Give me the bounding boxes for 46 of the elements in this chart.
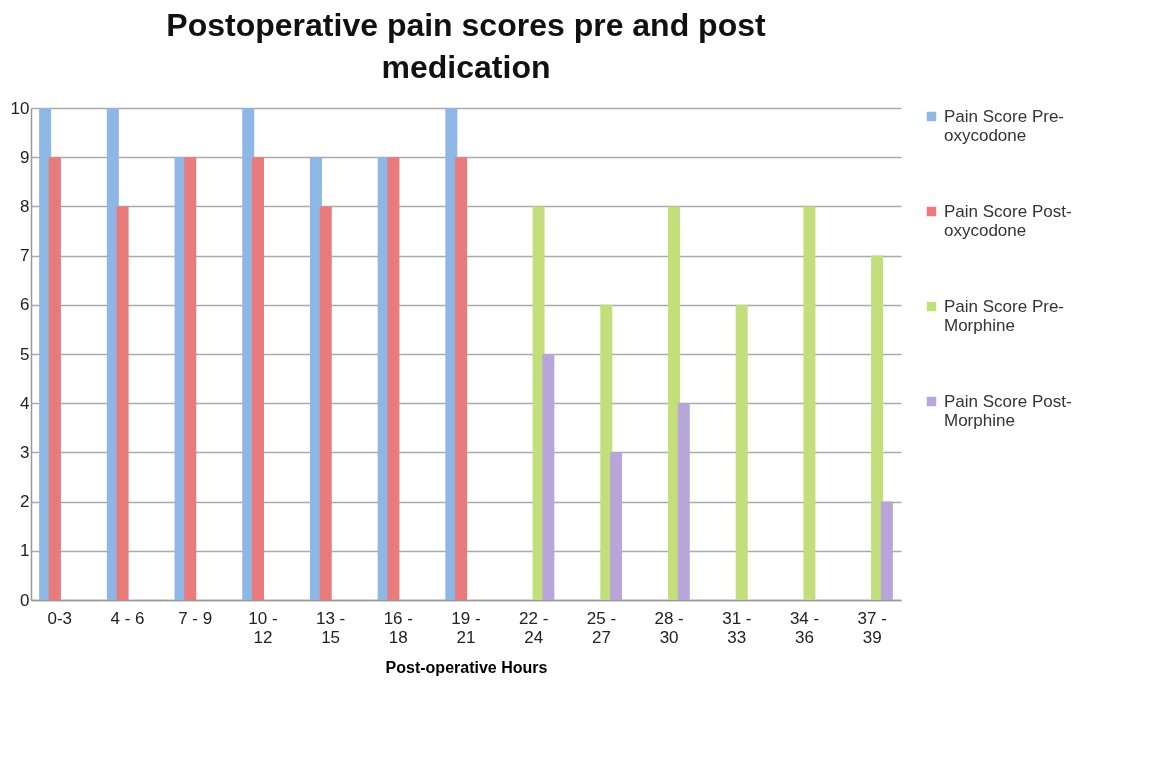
x-tick-label: 25 - 27 <box>586 608 617 647</box>
bar <box>871 255 884 600</box>
y-tick-label: 2 <box>20 492 30 512</box>
chart-title: Postoperative pain scores pre and post medication <box>166 7 766 85</box>
bar <box>668 206 680 600</box>
x-tick-label: 22 - 24 <box>519 608 549 647</box>
bar <box>803 206 816 600</box>
y-tick-label: 3 <box>20 442 30 462</box>
y-tick-label: 7 <box>20 246 30 266</box>
y-tick-label: 9 <box>20 147 30 167</box>
bar <box>610 452 623 600</box>
x-tick-label: 16 - 18 <box>383 608 413 647</box>
x-axis-title: Post-operative Hours <box>385 658 548 676</box>
y-tick-label: 0 <box>20 590 30 610</box>
x-tick-label: 7 - 9 <box>178 608 213 628</box>
bar <box>319 206 332 600</box>
bar <box>542 354 555 600</box>
x-tick-label: 10 - 12 <box>248 608 278 647</box>
bar <box>184 157 197 600</box>
x-tick-label: 28 - 30 <box>654 608 684 647</box>
legend-label: Pain Score Post-oxycodone <box>944 201 1072 240</box>
bar <box>880 501 893 600</box>
x-tick-label: 4 - 6 <box>110 608 145 628</box>
bar <box>735 304 748 600</box>
x-tick-label: 37 - 39 <box>857 608 887 647</box>
bar <box>252 157 264 600</box>
bar <box>600 304 613 600</box>
bar <box>48 157 61 600</box>
y-tick-label: 1 <box>20 541 30 561</box>
x-tick-label: 31 - 33 <box>722 608 752 647</box>
bar <box>387 157 400 600</box>
y-tick-label: 10 <box>10 98 30 118</box>
x-tick-label: 19 - 21 <box>451 608 481 647</box>
y-tick-label: 6 <box>20 295 30 315</box>
x-tick-label: 34 - 36 <box>789 608 820 647</box>
bar <box>455 157 468 600</box>
bar <box>116 206 129 600</box>
bar <box>677 403 690 600</box>
legend-label: Pain Score Post-Morphine <box>944 391 1072 430</box>
legend-label: Pain Score Pre-oxycodone <box>944 106 1064 145</box>
legend-label: Pain Score Pre-Morphine <box>944 296 1064 335</box>
x-tick-label: 0-3 <box>47 608 73 628</box>
y-tick-label: 5 <box>20 344 30 364</box>
x-tick-label: 13 - 15 <box>315 608 346 647</box>
y-tick-label: 8 <box>20 196 30 216</box>
y-tick-label: 4 <box>20 393 30 413</box>
